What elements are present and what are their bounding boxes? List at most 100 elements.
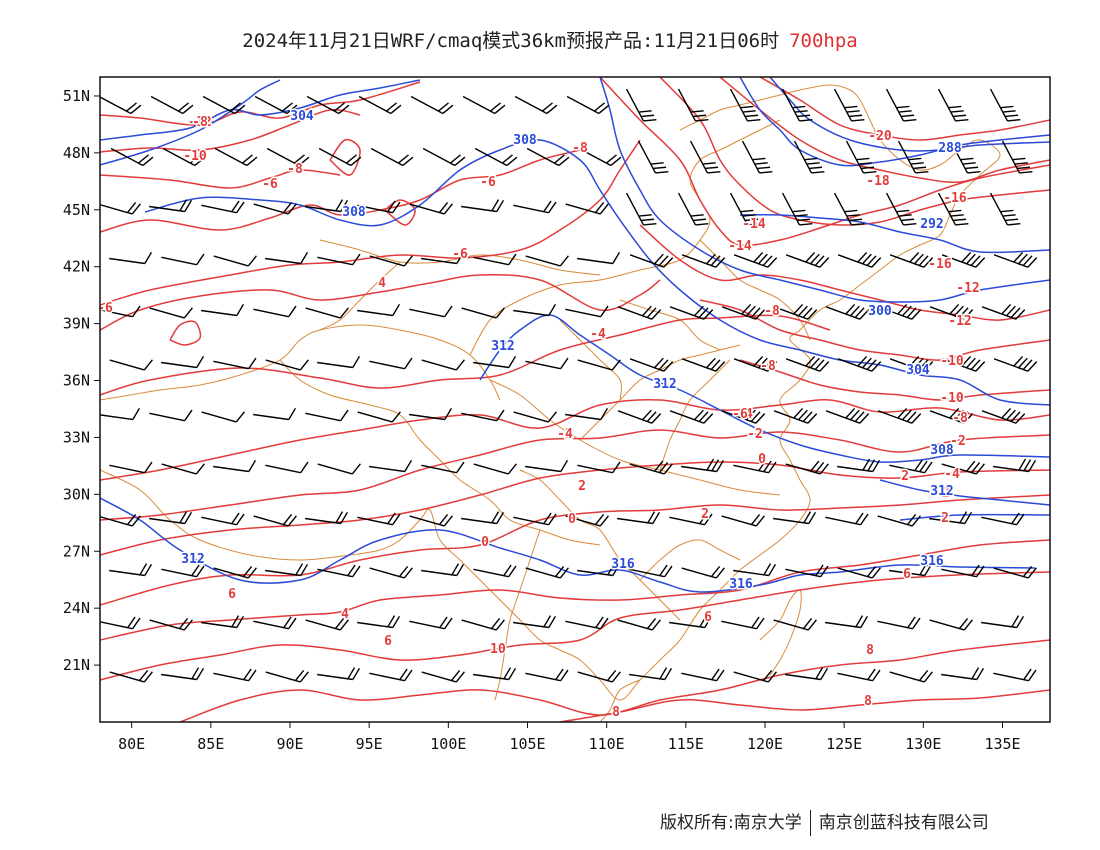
barb-feather — [706, 253, 716, 265]
barb-feather — [690, 214, 704, 217]
wind-barb — [201, 200, 245, 214]
barb-feather — [695, 118, 709, 122]
barb-staff — [513, 621, 549, 629]
barb-feather — [914, 459, 923, 472]
barb-feather — [866, 255, 877, 266]
barb-feather — [248, 357, 257, 370]
barb-staff — [889, 358, 925, 372]
barb-feather — [335, 511, 344, 524]
barb-staff — [369, 360, 405, 370]
wind-barb — [781, 192, 813, 226]
temperature-label: -4 — [557, 427, 573, 442]
barb-staff — [161, 673, 197, 681]
wind-barb — [109, 251, 153, 265]
barb-staff — [833, 88, 853, 122]
wind-barb — [357, 411, 401, 423]
barb-staff — [161, 256, 197, 266]
temperature-label: -18 — [866, 174, 890, 189]
temperature-label: -16 — [943, 191, 967, 206]
barb-staff — [1001, 140, 1021, 174]
wind-barb — [793, 140, 825, 174]
barb-feather — [909, 355, 920, 367]
geopotential-label: 312 — [930, 484, 953, 499]
barb-staff — [629, 463, 665, 475]
barb-feather — [716, 459, 725, 472]
wind-barb — [369, 255, 413, 267]
barb-feather — [1001, 303, 1012, 315]
barb-feather — [560, 357, 569, 370]
wind-barb — [577, 669, 621, 683]
barb-feather — [706, 357, 716, 369]
wind-barb — [317, 463, 361, 475]
wind-barb — [937, 88, 969, 122]
wind-barb — [949, 140, 981, 174]
barb-feather — [954, 409, 964, 421]
barb-feather — [902, 409, 912, 421]
barb-feather — [403, 567, 413, 579]
barb-feather — [911, 515, 921, 527]
geopotential-contour — [739, 214, 1050, 254]
barb-feather — [914, 357, 924, 369]
barb-staff — [265, 671, 301, 683]
temperature-label: -2 — [747, 427, 763, 442]
geopotential-contour — [479, 314, 1050, 463]
barb-feather — [398, 565, 409, 578]
wind-barb — [525, 459, 569, 473]
barb-staff — [305, 619, 341, 631]
barb-feather — [767, 257, 778, 268]
barb-feather — [554, 154, 565, 164]
barb-feather — [849, 218, 863, 222]
barb-staff — [629, 568, 665, 578]
temperature-label: -8 — [764, 304, 780, 319]
barb-feather — [404, 669, 413, 682]
barb-feather — [242, 154, 253, 164]
barb-feather — [1016, 615, 1025, 628]
barb-feather — [547, 411, 557, 423]
wind-barb — [100, 95, 142, 115]
barb-staff — [253, 308, 289, 318]
barb-feather — [861, 166, 875, 170]
barb-feather — [455, 671, 465, 683]
lon-tick-label: 100E — [430, 735, 466, 753]
wind-barb — [669, 615, 713, 629]
geopotential-label: 312 — [653, 377, 676, 392]
barb-staff — [357, 204, 393, 214]
barb-feather — [642, 305, 652, 317]
lat-tick-label: 48N — [63, 144, 90, 162]
temperature-isotherm — [100, 399, 1050, 481]
temperature-label: -10 — [940, 391, 964, 406]
barb-feather — [815, 667, 824, 680]
temperature-label: 2 — [901, 469, 909, 484]
barb-staff — [981, 306, 1017, 320]
wind-barb — [410, 95, 454, 115]
wind-barb — [889, 563, 933, 577]
barb-staff — [317, 673, 353, 681]
geopotential-contour — [739, 77, 1050, 167]
wind-barb — [109, 461, 153, 474]
barb-staff — [318, 147, 352, 167]
title-level: 700hpa — [789, 30, 858, 52]
barb-feather — [606, 669, 617, 682]
barb-feather — [352, 667, 361, 680]
barb-feather — [126, 201, 137, 214]
barb-staff — [369, 672, 405, 682]
barb-staff — [253, 203, 289, 215]
barb-feather — [495, 307, 505, 319]
temperature-label: 6 — [704, 610, 712, 625]
barb-feather — [703, 413, 714, 424]
wind-barb — [462, 95, 506, 115]
barb-feather — [235, 411, 245, 423]
wind-barb — [201, 512, 245, 526]
wind-barb — [161, 564, 205, 578]
barb-feather — [339, 619, 349, 631]
wind-barb — [409, 305, 453, 318]
barb-feather — [1015, 413, 1026, 424]
barb-staff — [941, 463, 977, 475]
barb-feather — [851, 222, 865, 226]
barb-feather — [299, 671, 309, 683]
barb-staff — [837, 672, 873, 682]
wind-barb — [213, 255, 257, 267]
barb-staff — [773, 517, 809, 525]
barb-feather — [300, 251, 309, 264]
barb-feather — [971, 564, 980, 577]
